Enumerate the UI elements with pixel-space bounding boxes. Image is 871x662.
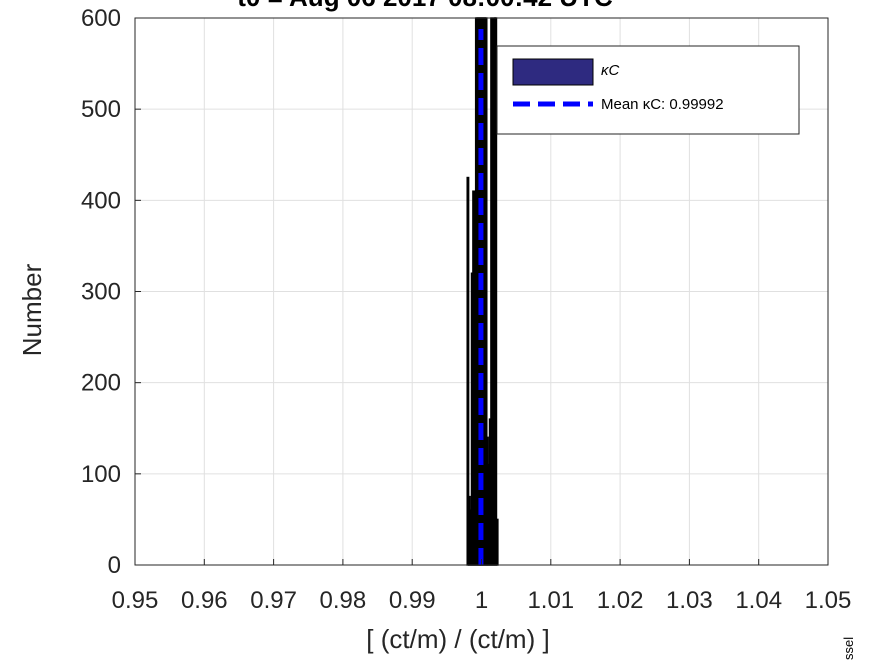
- x-axis-ticks: 0.95 0.96 0.97 0.98 0.99 1 1.01 1.02 1.03 1.04 1.0…: [112, 559, 852, 614]
- x-tick-label: 1.05: [805, 587, 852, 614]
- y-tick-label: 400: [81, 187, 121, 214]
- x-tick-label: 0.96: [181, 587, 228, 614]
- x-tick-label: 0.98: [320, 587, 367, 614]
- x-tick-label: 0.99: [389, 587, 436, 614]
- x-axis-label: [ (ct/m) / (ct/m) ]: [366, 624, 549, 654]
- watermark-text: ssel: [841, 637, 856, 660]
- x-tick-label: 1.02: [597, 587, 644, 614]
- histogram-bar: [495, 518, 499, 566]
- y-axis-label: Number: [17, 263, 47, 356]
- y-tick-label: 100: [81, 461, 121, 488]
- x-tick-label: 1: [475, 587, 488, 614]
- legend: κC Mean κC: 0.99992: [496, 45, 800, 135]
- x-tick-label: 0.97: [250, 587, 297, 614]
- x-tick-label: 0.95: [112, 587, 159, 614]
- x-tick-label: 1.01: [527, 587, 574, 614]
- y-tick-label: 0: [108, 552, 121, 579]
- legend-label-mean: Mean κC: 0.99992: [601, 96, 724, 113]
- legend-swatch-histogram: [512, 58, 594, 86]
- y-tick-label: 200: [81, 370, 121, 397]
- y-tick-label: 600: [81, 5, 121, 32]
- x-tick-label: 1.04: [735, 587, 782, 614]
- x-tick-label: 1.03: [666, 587, 713, 614]
- chart-title: t0 = Aug 06 2017 08:00:42 UTC: [237, 0, 613, 12]
- y-tick-label: 500: [81, 96, 121, 123]
- histogram-bar: [494, 17, 498, 566]
- y-axis-ticks: 0 100 200 300 400 500 600: [81, 5, 141, 579]
- legend-label-histogram: κC: [601, 62, 620, 79]
- y-tick-label: 300: [81, 279, 121, 306]
